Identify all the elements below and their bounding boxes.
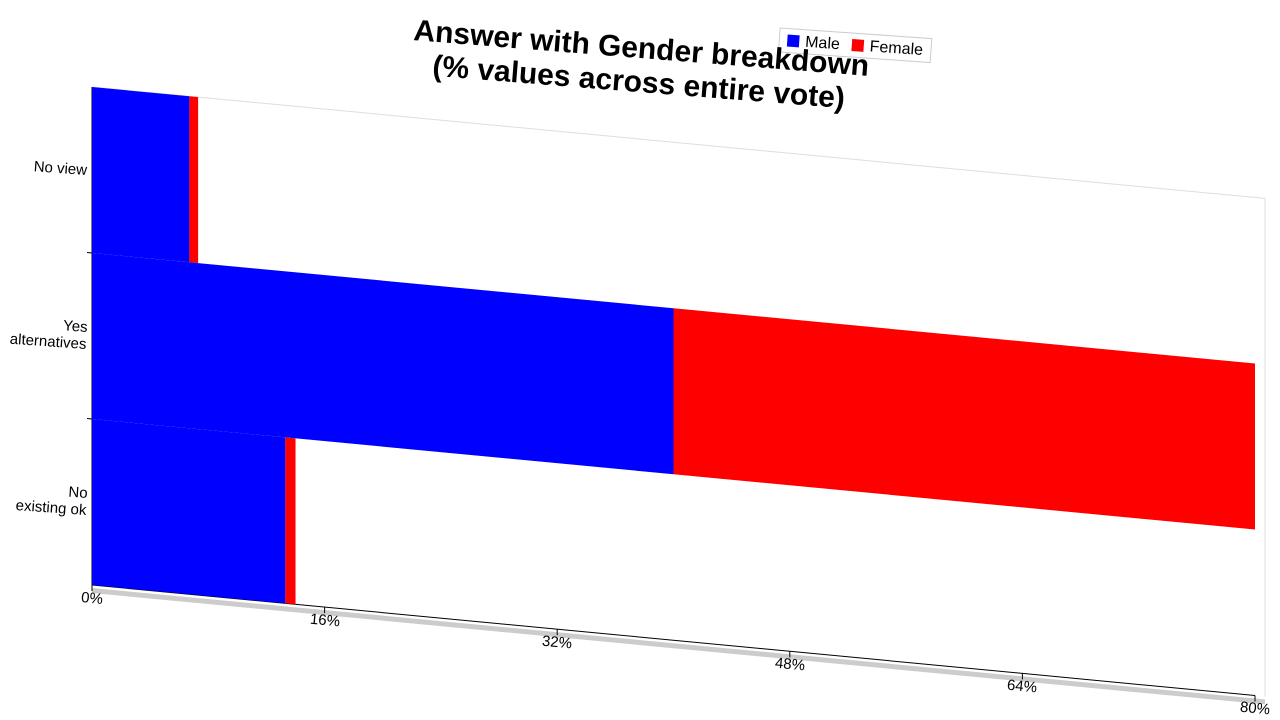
x-tick-label: 0% bbox=[80, 589, 104, 608]
floor bbox=[92, 588, 1265, 705]
bar bbox=[189, 96, 199, 264]
x-tick-label: 16% bbox=[308, 610, 341, 631]
x-tick-label: 32% bbox=[541, 632, 573, 653]
legend-label: Male bbox=[805, 34, 841, 53]
x-tick-label: 80% bbox=[1239, 699, 1271, 719]
legend-swatch bbox=[851, 39, 865, 52]
plot bbox=[87, 86, 1266, 705]
legend-label: Female bbox=[869, 38, 924, 59]
x-tick-label: 48% bbox=[774, 654, 806, 675]
legend: Male Female bbox=[777, 27, 933, 64]
plot-border bbox=[92, 86, 1265, 199]
bar bbox=[285, 437, 296, 605]
bar bbox=[673, 308, 1255, 530]
legend-swatch bbox=[786, 34, 800, 48]
bar bbox=[92, 253, 674, 475]
bar bbox=[92, 419, 286, 604]
x-tick-label: 64% bbox=[1006, 676, 1039, 697]
bar bbox=[92, 87, 190, 263]
